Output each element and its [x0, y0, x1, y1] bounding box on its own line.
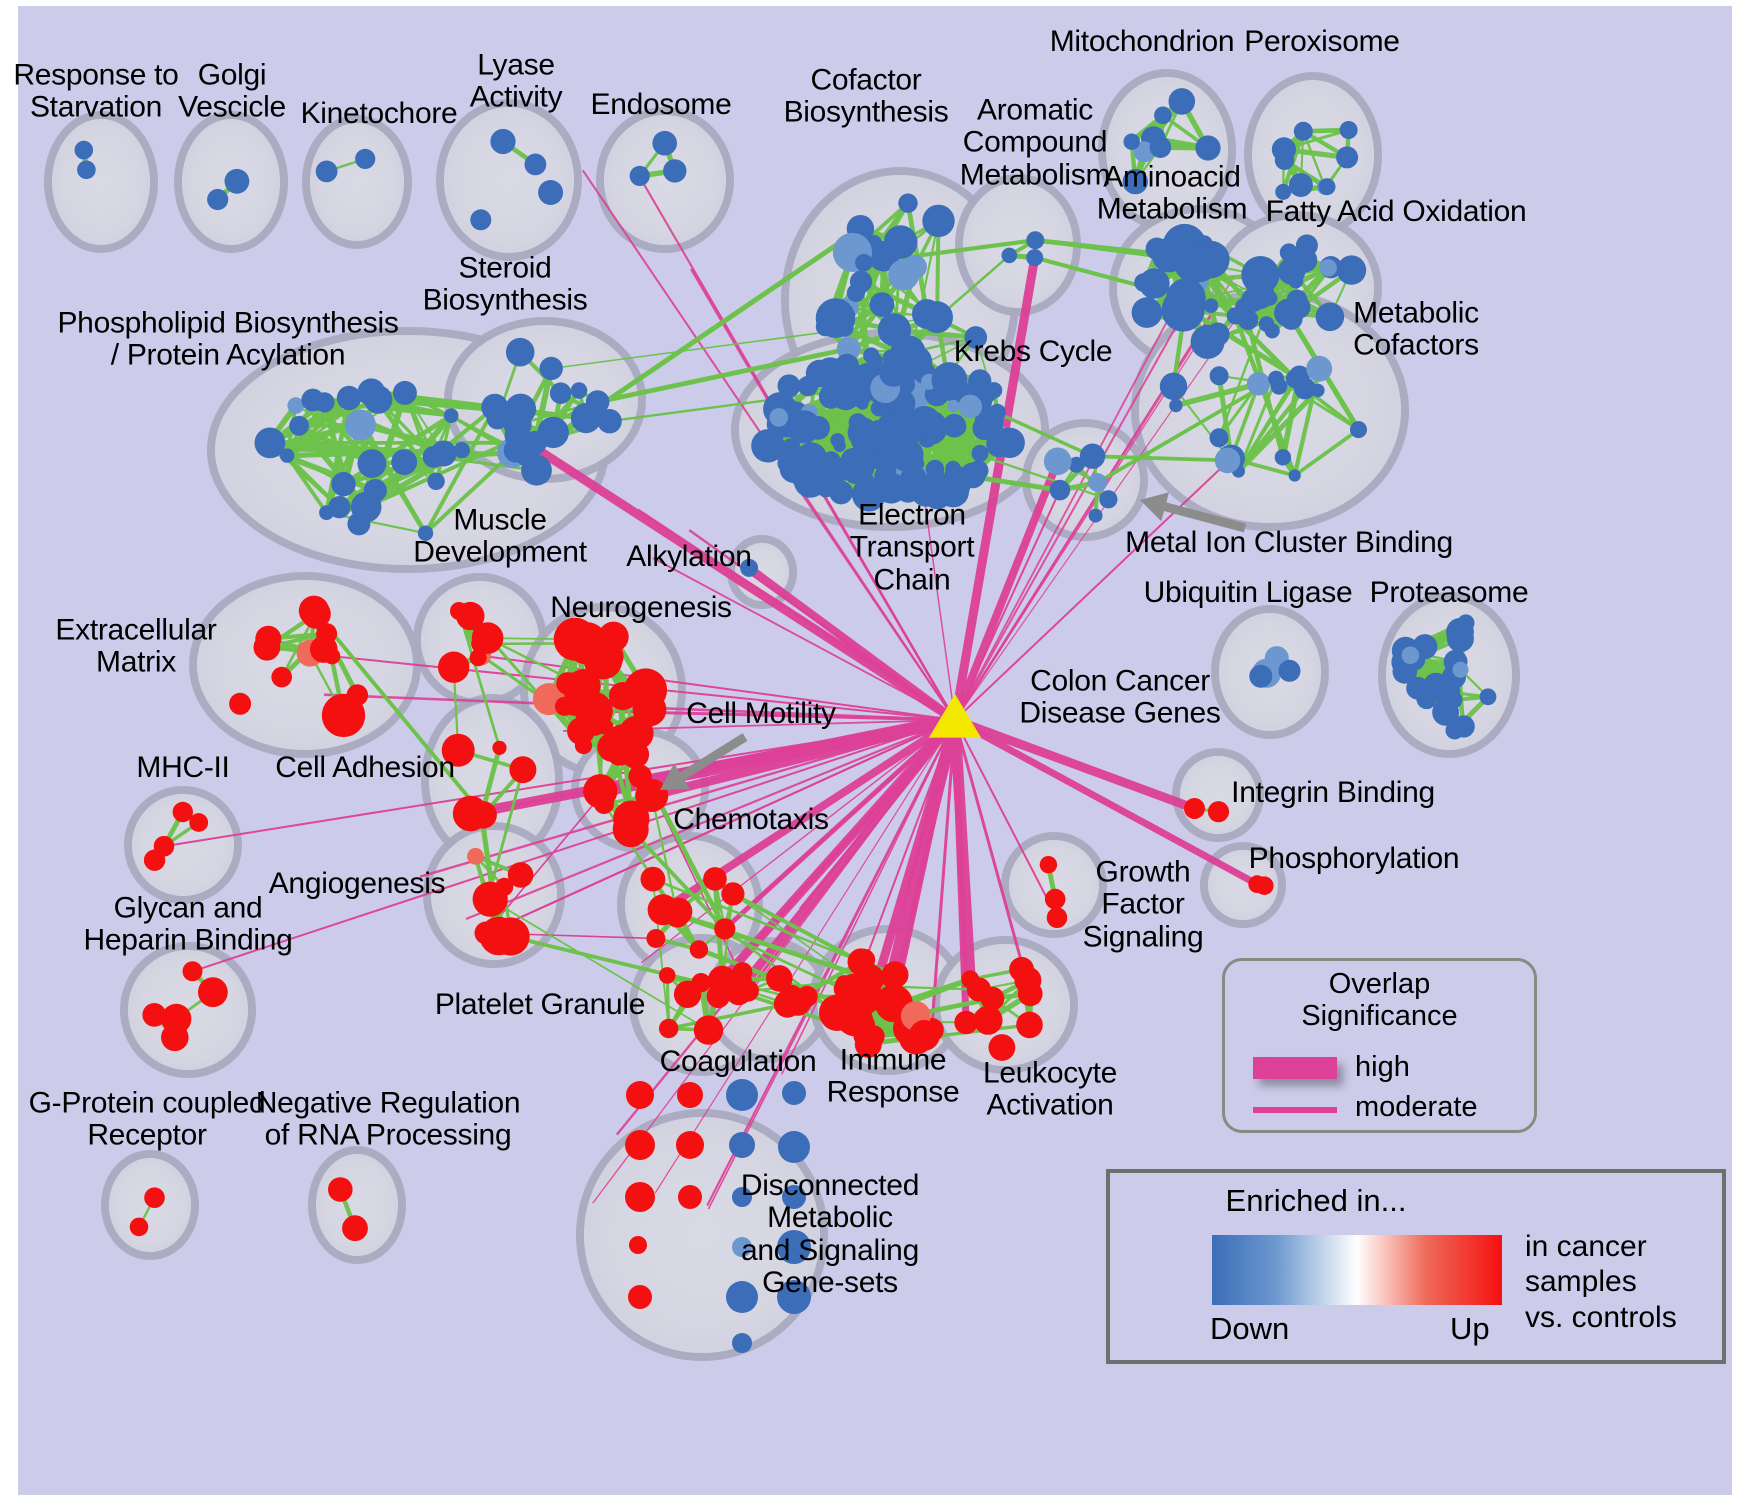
legend-label-down: Down [1210, 1311, 1290, 1346]
legend-enriched-title: Enriched in... [1225, 1183, 1407, 1218]
legend-overlap-title: Overlap Significance [1301, 968, 1458, 1033]
annotation-arrows [660, 492, 1247, 790]
legend-label-up: Up [1450, 1311, 1490, 1346]
gene-set-nodes [74, 88, 1497, 1353]
disease-hub [928, 693, 982, 738]
legend-swatch-moderate [1253, 1107, 1337, 1113]
legend-label-moderate: moderate [1355, 1091, 1478, 1123]
legend-swatch-high [1253, 1057, 1337, 1079]
legend-color-gradient [1212, 1235, 1502, 1305]
legend-enriched-in: Enriched in... Down Up in cancer samples v… [1106, 1169, 1726, 1364]
legend-label-high: high [1355, 1051, 1410, 1083]
legend-overlap-significance: Overlap Significance high moderate [1222, 958, 1537, 1133]
legend-label-comparison: in cancer samples vs. controls [1525, 1230, 1677, 1334]
